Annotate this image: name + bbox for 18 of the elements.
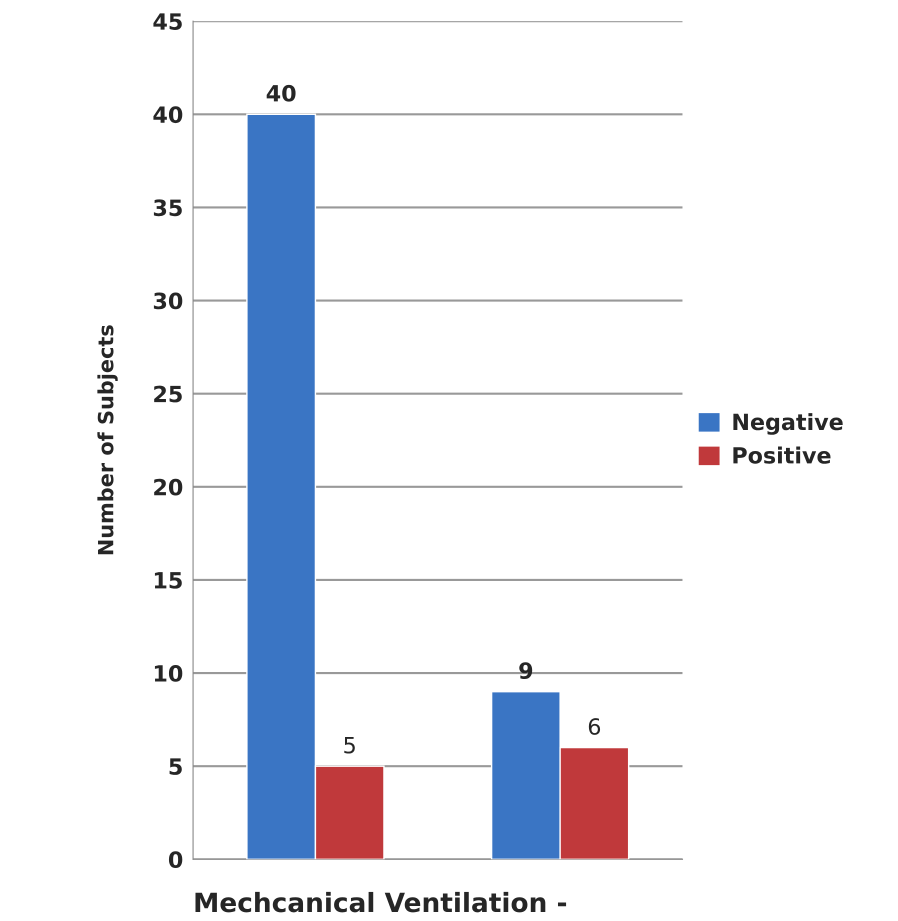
legend-label: Negative [733, 413, 843, 435]
x-axis-title: Mechcanical Ventilation - [195, 892, 566, 912]
y-tick-label: 20 [154, 478, 182, 496]
y-tick-label: 25 [154, 386, 182, 402]
data-label: 40 [266, 84, 296, 102]
y-tick-label: 10 [154, 664, 182, 682]
y-tick-label: 0 [168, 851, 182, 868]
data-label: 5 [344, 737, 355, 754]
y-axis-title: Number of Subjects [97, 325, 118, 554]
y-tick-label: 40 [153, 106, 182, 124]
data-label: 6 [588, 718, 600, 735]
y-tick-label: 15 [154, 572, 182, 589]
data-label: 9 [519, 662, 532, 680]
y-tick-label: 5 [170, 758, 182, 775]
legend-label: Positive [733, 446, 830, 464]
y-tick-label: 45 [153, 13, 182, 30]
y-tick-label: 30 [154, 292, 182, 310]
y-tick-label: 35 [154, 199, 182, 216]
